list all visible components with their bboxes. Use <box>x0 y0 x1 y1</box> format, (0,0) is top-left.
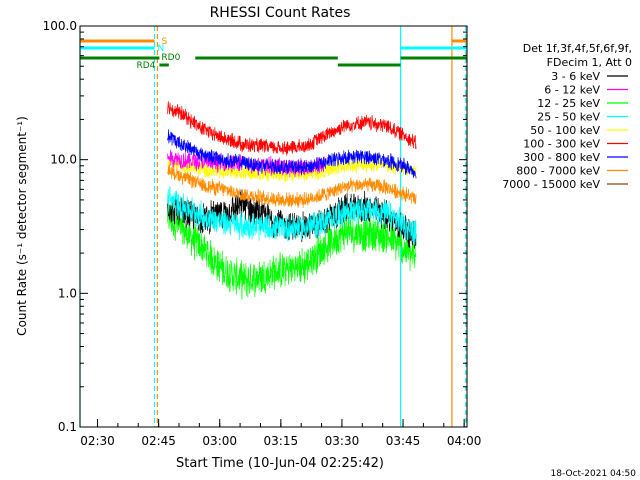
series-line-100-300-kev <box>167 101 417 156</box>
axis-ticks: 02:30 02:45 03:00 03:15 03:30 03:45 04:00 0.1 1.… <box>43 19 482 448</box>
series-lines <box>167 101 417 300</box>
flag-label-n: N <box>158 44 165 54</box>
x-tick-label-2: 03:00 <box>202 434 237 448</box>
timestamp: 18-Oct-2021 04:50 <box>551 469 637 479</box>
y-tick-label-2: 10.0 <box>50 153 77 167</box>
x-tick-label-4: 03:30 <box>325 434 360 448</box>
x-tick-label-0: 02:30 <box>80 434 115 448</box>
x-axis-label: Start Time (10-Jun-04 02:25:42) <box>176 456 384 471</box>
plot-frame <box>79 25 468 428</box>
y-tick-label-1: 1.0 <box>58 286 77 300</box>
y-axis-label: Count Rate (s⁻¹ detector segment⁻¹) <box>15 116 29 336</box>
y-tick-label-3: 100.0 <box>43 19 77 33</box>
legend-label-0: 3 - 6 keV <box>551 70 600 83</box>
series-line-300-800-kev <box>167 129 417 179</box>
legend-label-2: 12 - 25 keV <box>537 97 600 110</box>
legend-header-line1: Det 1f,3f,4f,5f,6f,9f, <box>523 42 632 55</box>
legend-label-3: 25 - 50 keV <box>537 111 600 124</box>
series-line-800-7000-kev <box>167 162 417 208</box>
x-tick-label-6: 04:00 <box>447 434 482 448</box>
legend-label-8: 7000 - 15000 keV <box>502 178 600 191</box>
x-tick-label-5: 03:45 <box>386 434 421 448</box>
series-line-25-50-kev <box>167 186 417 246</box>
legend-label-1: 6 - 12 keV <box>544 84 600 97</box>
x-tick-label-1: 02:45 <box>141 434 176 448</box>
flag-label-rd4: RD4 <box>137 61 156 71</box>
x-tick-label-3: 03:15 <box>264 434 299 448</box>
legend-header-line2: FDecim 1, Att 0 <box>547 56 632 69</box>
y-tick-label-0: 0.1 <box>58 420 77 434</box>
legend-label-5: 100 - 300 keV <box>523 138 600 151</box>
legend-label-4: 50 - 100 keV <box>530 124 600 137</box>
flag-label-s: S <box>162 37 168 47</box>
chart-title: RHESSI Count Rates <box>210 5 351 21</box>
legend-label-7: 800 - 7000 keV <box>516 165 600 178</box>
legend-label-6: 300 - 800 keV <box>523 151 600 164</box>
flag-label-rd0: RD0 <box>161 53 180 63</box>
series-line-12-25-kev <box>167 198 417 300</box>
